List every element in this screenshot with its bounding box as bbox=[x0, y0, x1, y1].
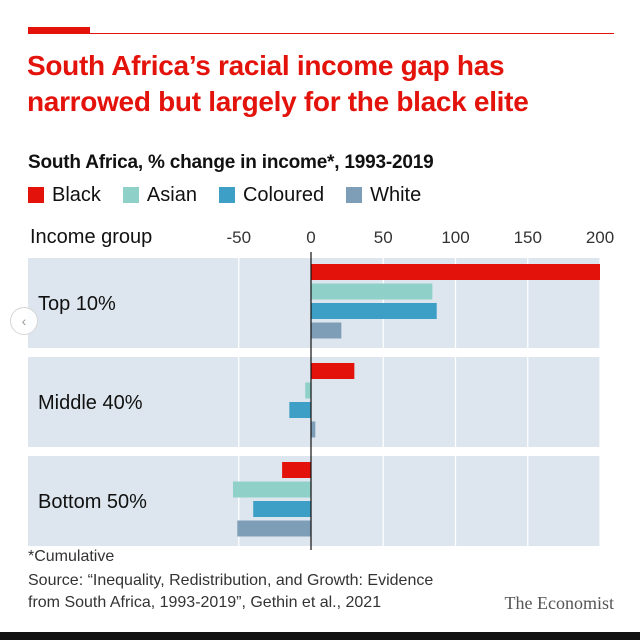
category-label: Bottom 50% bbox=[38, 491, 147, 513]
bar-asian-top-10 bbox=[311, 283, 433, 300]
legend-label: Black bbox=[52, 183, 101, 206]
group-panel bbox=[28, 456, 600, 546]
footnote: *Cumulative bbox=[28, 548, 115, 565]
bar-white-middle-40 bbox=[311, 421, 316, 438]
bar-black-top-10 bbox=[311, 264, 600, 280]
chevron-left-icon: ‹ bbox=[21, 313, 27, 329]
x-tick-label: -50 bbox=[226, 228, 251, 247]
headline: South Africa’s racial income gap has nar… bbox=[27, 50, 529, 117]
header-tag bbox=[28, 27, 90, 34]
bar-black-middle-40 bbox=[311, 363, 355, 379]
legend-label: Coloured bbox=[242, 183, 325, 206]
x-tick-label: 200 bbox=[586, 228, 614, 247]
legend-item-coloured: Coloured bbox=[218, 183, 325, 207]
bar-chart: Income group -50 0 50 100 150 200 Top 10% Middle… bbox=[28, 226, 614, 550]
legend-item-asian: Asian bbox=[122, 183, 197, 207]
legend-swatch bbox=[218, 187, 235, 203]
legend-label: White bbox=[370, 183, 422, 206]
x-tick-label: 150 bbox=[514, 228, 542, 247]
brand-logo: The Economist bbox=[504, 593, 614, 613]
category-label: Middle 40% bbox=[38, 392, 143, 414]
x-tick-label: 100 bbox=[441, 228, 469, 247]
legend-swatch bbox=[122, 187, 139, 203]
legend-swatch bbox=[346, 187, 363, 203]
x-tick-label: 0 bbox=[306, 228, 315, 247]
y-axis-header: Income group bbox=[30, 226, 152, 248]
legend-label: Asian bbox=[146, 183, 197, 206]
legend-swatch bbox=[28, 187, 44, 203]
legend-item-white: White bbox=[346, 184, 421, 207]
source-note: Source: “Inequality, Redistribution, and… bbox=[28, 572, 434, 611]
bar-white-top-10 bbox=[311, 322, 342, 339]
bar-coloured-bottom-50 bbox=[253, 501, 311, 517]
bar-white-bottom-50 bbox=[237, 520, 311, 537]
header-rule bbox=[28, 33, 614, 34]
legend: Black Asian Coloured White bbox=[28, 184, 443, 206]
bar-asian-middle-40 bbox=[305, 382, 311, 399]
bar-asian-bottom-50 bbox=[232, 481, 311, 498]
bar-black-bottom-50 bbox=[282, 462, 311, 478]
bar-coloured-middle-40 bbox=[289, 402, 311, 418]
chart-subtitle: South Africa, % change in income*, 1993-… bbox=[28, 152, 434, 173]
category-label: Top 10% bbox=[38, 293, 116, 315]
legend-item-black: Black bbox=[28, 184, 101, 207]
bar-coloured-top-10 bbox=[311, 303, 437, 319]
bottom-bar bbox=[0, 632, 640, 640]
x-tick-label: 50 bbox=[374, 228, 393, 247]
previous-arrow-button[interactable]: ‹ bbox=[10, 307, 38, 335]
